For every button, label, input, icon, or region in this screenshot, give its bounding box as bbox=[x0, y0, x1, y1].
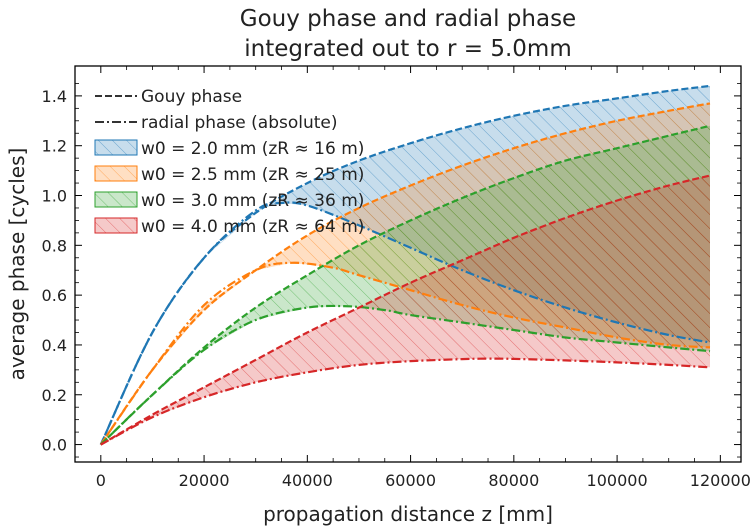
x-tick-label-1: 20000 bbox=[179, 471, 230, 490]
x-tick-label-6: 120000 bbox=[690, 471, 751, 490]
legend-series-label-2: w0 = 3.0 mm (zR ≈ 36 m) bbox=[141, 191, 364, 211]
axis-ticks: 0 20000 40000 60000 80000 100000 120000 0.0 0.2 0… bbox=[42, 66, 751, 490]
gouy-line-2 bbox=[100, 124, 711, 446]
plot-frame bbox=[74, 65, 742, 463]
y-tick-label-0: 0.0 bbox=[42, 436, 67, 455]
legend-series-label-1: w0 = 2.5 mm (zR ≈ 25 m) bbox=[141, 165, 364, 185]
x-tick-label-3: 60000 bbox=[385, 471, 436, 490]
legend-style-label-1: radial phase (absolute) bbox=[141, 113, 338, 133]
legend-swatch-hatch-3 bbox=[95, 218, 137, 233]
gouy-line-3 bbox=[100, 174, 711, 446]
y-tick-label-6: 1.2 bbox=[42, 137, 67, 156]
series-lines bbox=[99, 84, 711, 446]
legend-style-label-0: Gouy phase bbox=[141, 87, 242, 107]
y-tick-label-4: 0.8 bbox=[42, 236, 67, 255]
chart-title-line-1: Gouy phase and radial phase bbox=[240, 6, 576, 32]
fill-hatch-3 bbox=[100, 175, 711, 445]
legend-swatch-hatch-2 bbox=[95, 192, 137, 207]
x-tick-label-4: 80000 bbox=[488, 471, 539, 490]
x-tick-label-0: 0 bbox=[96, 471, 106, 490]
y-tick-label-3: 0.6 bbox=[42, 286, 67, 305]
radial-line-0 bbox=[99, 201, 711, 446]
y-tick-label-1: 0.2 bbox=[42, 386, 67, 405]
y-tick-label-2: 0.4 bbox=[42, 336, 67, 355]
legend-swatch-hatch-1 bbox=[95, 166, 137, 181]
legend-series-label-3: w0 = 4.0 mm (zR ≈ 64 m) bbox=[141, 217, 364, 237]
gouy-line-1 bbox=[99, 102, 711, 446]
legend-swatch-hatch-0 bbox=[95, 140, 137, 155]
x-tick-label-2: 40000 bbox=[282, 471, 333, 490]
y-tick-label-5: 1.0 bbox=[42, 187, 67, 206]
radial-line-1 bbox=[99, 261, 711, 446]
x-axis-label: propagation distance z [mm] bbox=[263, 502, 553, 526]
x-tick-label-5: 100000 bbox=[587, 471, 648, 490]
radial-line-2 bbox=[100, 304, 711, 446]
chart-title-line-2: integrated out to r = 5.0mm bbox=[244, 36, 571, 62]
legend: Gouy phase radial phase (absolute) w0 = 2.… bbox=[94, 87, 364, 237]
legend-series-label-0: w0 = 2.0 mm (zR ≈ 16 m) bbox=[141, 139, 364, 159]
y-tick-label-7: 1.4 bbox=[42, 87, 67, 106]
y-axis-label: average phase [cycles] bbox=[5, 148, 29, 381]
